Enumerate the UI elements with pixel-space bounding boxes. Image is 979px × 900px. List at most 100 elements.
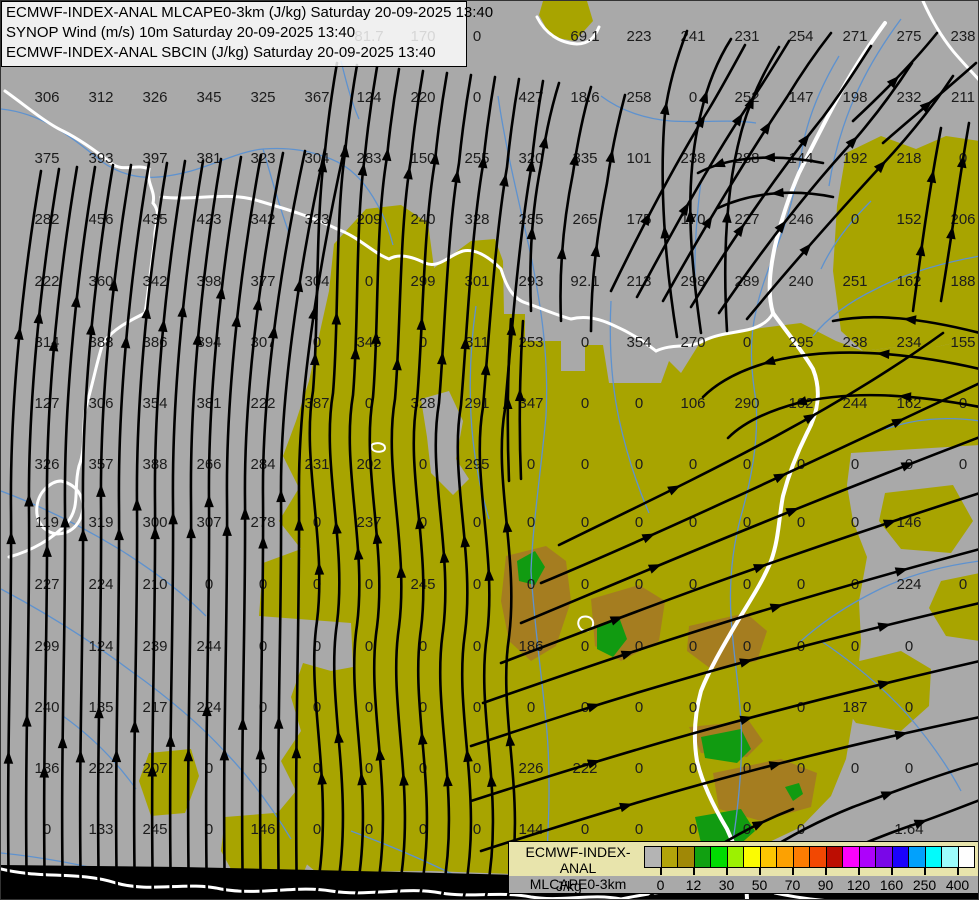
station-value: 427	[518, 89, 543, 106]
cape-high-region	[597, 617, 627, 657]
legend-tick-mark	[890, 868, 893, 875]
station-value: 345	[196, 89, 221, 106]
wind-arrow-icon	[525, 158, 536, 173]
station-value: 0	[419, 821, 427, 838]
legend-title: ECMWF-INDEX-ANAL MLCAPE0-3km	[509, 842, 647, 892]
wind-arrow-icon	[276, 489, 286, 503]
cape-region	[539, 1, 593, 41]
station-value: 0	[689, 821, 697, 838]
wind-arrow-icon	[219, 747, 230, 761]
wind-streamline	[689, 37, 733, 335]
wind-arrow-icon	[505, 732, 516, 747]
wind-arrow-icon	[293, 278, 304, 293]
legend-color-box	[908, 846, 926, 868]
legend-tick-label: 400	[945, 877, 970, 893]
station-value: 0	[419, 514, 427, 531]
wind-arrow-icon	[502, 519, 513, 533]
cape-high-region	[701, 729, 751, 763]
station-value: 0	[743, 638, 751, 655]
station-value: 325	[250, 89, 275, 106]
station-value: 162	[896, 395, 921, 412]
station-value: 92.1	[570, 273, 599, 290]
station-value: 224	[196, 699, 221, 716]
wind-arrow-icon	[744, 95, 754, 110]
station-value: 0	[259, 699, 267, 716]
station-value: 0	[959, 456, 967, 473]
legend-title-line1: ECMWF-INDEX-ANAL	[525, 844, 631, 876]
station-value: 0	[905, 760, 913, 777]
station-value: 0	[313, 821, 321, 838]
legend-color-box	[677, 846, 695, 868]
river	[820, 640, 962, 792]
wind-arrow-icon	[484, 567, 494, 582]
wind-arrow-icon	[255, 746, 266, 760]
legend-tick-label: 120	[846, 877, 871, 893]
wind-arrow-icon	[215, 285, 226, 300]
station-value: 136	[34, 760, 59, 777]
station-value: 0	[313, 334, 321, 351]
wind-arrow-icon	[605, 149, 615, 163]
station-value: 18.6	[570, 89, 599, 106]
cape-region	[139, 749, 199, 816]
wind-arrow-icon	[429, 151, 440, 165]
station-value: 0	[743, 334, 751, 351]
wind-arrow-icon	[463, 748, 473, 763]
river	[812, 255, 978, 337]
legend-tick-mark	[692, 868, 695, 875]
station-value: 217	[142, 699, 167, 716]
wind-streamline	[478, 77, 521, 899]
station-value: 223	[626, 28, 651, 45]
legend-tick-mark	[758, 868, 761, 875]
legend-tick-label: 250	[912, 877, 937, 893]
wind-arrow-icon	[309, 352, 320, 366]
station-value: 328	[410, 395, 435, 412]
wind-arrow-icon	[882, 519, 897, 529]
wind-streamline	[222, 153, 263, 899]
station-value: 101	[626, 150, 651, 167]
wind-streamline	[939, 121, 971, 303]
station-value: 0	[419, 699, 427, 716]
wind-arrow-icon	[769, 603, 784, 613]
legend-tick-mark	[923, 868, 926, 875]
wind-arrow-icon	[487, 773, 497, 788]
station-value: 295	[788, 334, 813, 351]
station-value: 265	[572, 211, 597, 228]
wind-arrow-icon	[268, 325, 278, 339]
legend-tick-mark	[824, 868, 827, 875]
wind-arrow-icon	[237, 716, 248, 730]
wind-arrow-icon	[129, 719, 140, 733]
station-value: 253	[518, 334, 543, 351]
station-value: 0	[43, 821, 51, 838]
wind-arrow-icon	[258, 535, 268, 549]
wind-arrow-icon	[877, 680, 892, 690]
station-value: 360	[88, 273, 113, 290]
wind-arrow-icon	[57, 735, 68, 749]
station-value: 307	[250, 334, 275, 351]
legend-color-box	[957, 846, 975, 868]
station-value: 246	[788, 211, 813, 228]
station-value: 0	[581, 456, 589, 473]
station-value: 251	[842, 273, 867, 290]
wind-arrow-icon	[751, 820, 766, 831]
station-value: 0	[313, 638, 321, 655]
station-value: 0	[635, 456, 643, 473]
station-value: 290	[734, 395, 759, 412]
legend-tick-mark	[857, 868, 860, 875]
station-value: 306	[34, 89, 59, 106]
wind-arrow-icon	[78, 528, 88, 542]
station-value: 456	[88, 211, 113, 228]
station-value: 0	[581, 821, 589, 838]
station-value: 0	[851, 211, 859, 228]
station-value: 283	[356, 150, 381, 167]
wind-arrow-icon	[894, 730, 909, 741]
legend-color-box	[842, 846, 860, 868]
station-value: 232	[896, 89, 921, 106]
station-value: 0	[959, 576, 967, 593]
legend-color-box	[891, 846, 909, 868]
wind-streamline	[723, 45, 781, 333]
wind-arrow-icon	[768, 761, 783, 771]
station-value: 0	[635, 699, 643, 716]
wind-arrow-icon	[443, 773, 453, 787]
station-value: 238	[842, 334, 867, 351]
wind-arrow-icon	[733, 223, 745, 237]
